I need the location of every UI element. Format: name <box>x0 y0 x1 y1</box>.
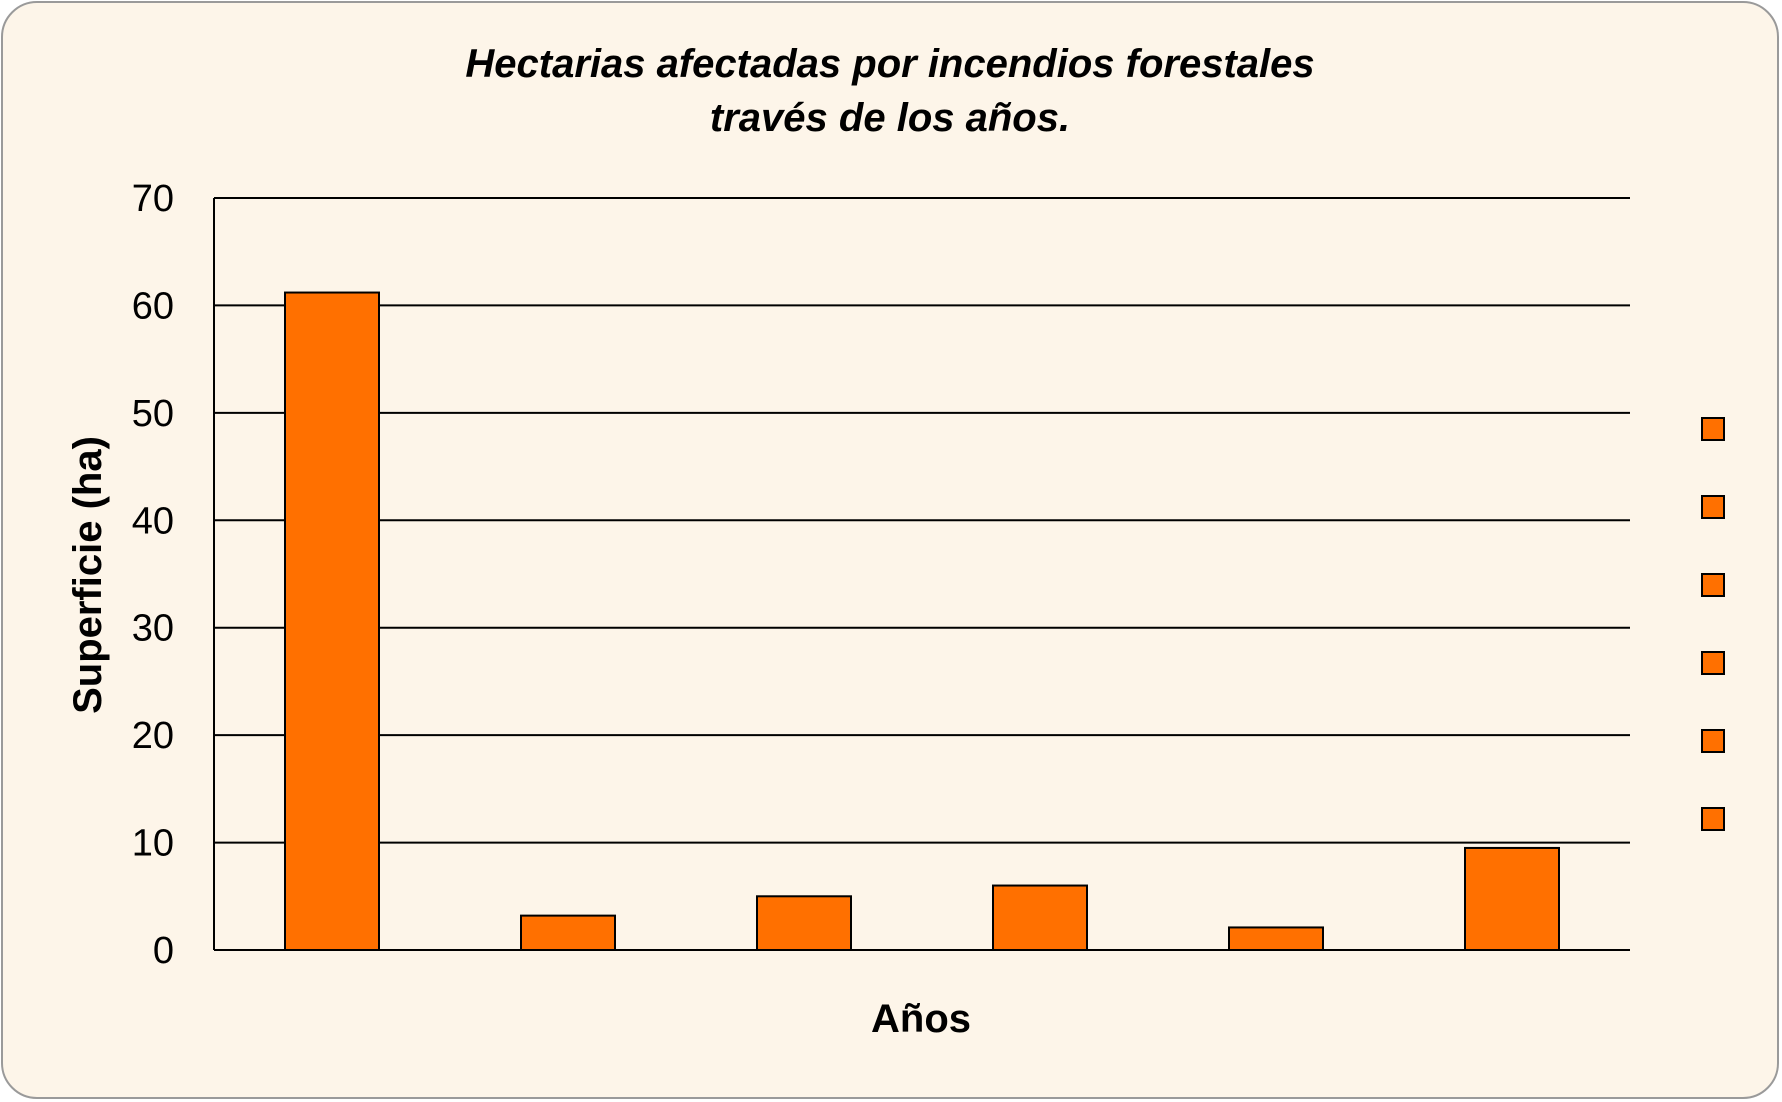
legend-swatch-1 <box>1701 417 1725 441</box>
y-axis-label: Superficie (ha) <box>66 436 110 714</box>
x-axis-label: Años <box>871 997 971 1041</box>
y-tick-20: 20 <box>132 715 174 757</box>
chart-title-line-2: través de los años. <box>709 96 1071 140</box>
legend-swatch-6 <box>1701 807 1725 831</box>
y-tick-30: 30 <box>132 608 174 650</box>
legend-swatch-2 <box>1701 495 1725 519</box>
legend-swatch-3 <box>1701 573 1725 597</box>
bar-3 <box>756 895 852 951</box>
legend-swatch-5 <box>1701 729 1725 753</box>
y-tick-10: 10 <box>132 823 174 865</box>
bars <box>284 291 1560 952</box>
bar-1 <box>284 291 380 951</box>
gridlines <box>213 197 1630 951</box>
chart-title-line-1: Hectarias afectadas por incendios forest… <box>465 42 1315 86</box>
y-tick-labels: 0 10 20 30 40 50 60 70 <box>132 178 174 972</box>
y-tick-70: 70 <box>132 178 174 220</box>
legend-swatch-4 <box>1701 651 1725 675</box>
y-tick-50: 50 <box>132 393 174 435</box>
bar-5 <box>1228 926 1324 952</box>
y-tick-60: 60 <box>132 285 174 327</box>
bar-4 <box>992 884 1088 951</box>
y-tick-40: 40 <box>132 500 174 542</box>
bar-2 <box>520 914 616 952</box>
y-tick-0: 0 <box>153 930 174 972</box>
bar-6 <box>1464 846 1560 952</box>
legend <box>1701 417 1725 831</box>
